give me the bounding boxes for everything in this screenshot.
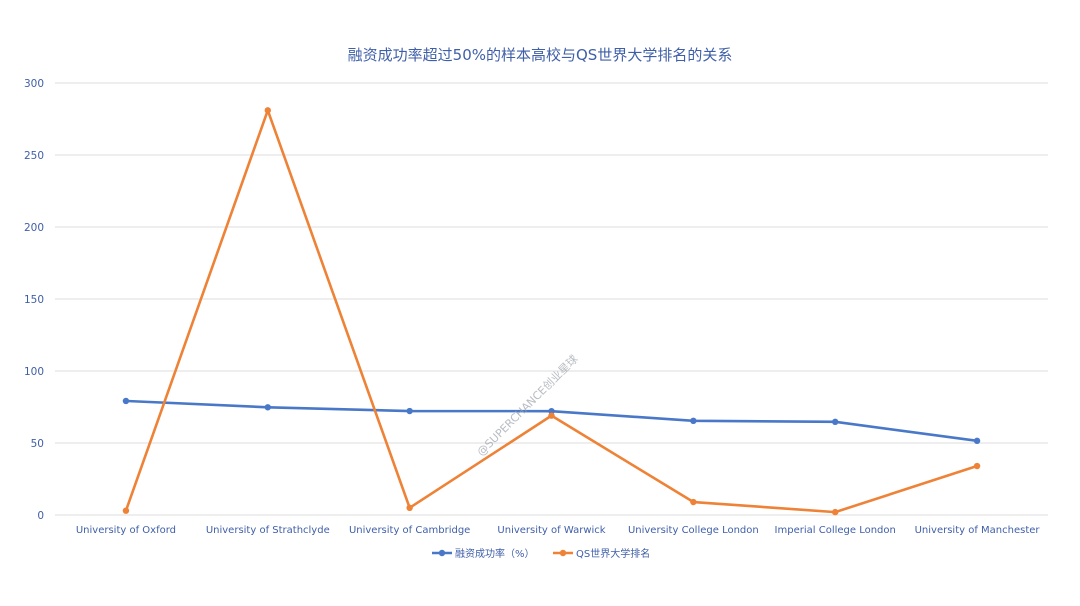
chart-title: 融资成功率超过50%的样本高校与QS世界大学排名的关系 (348, 46, 733, 64)
data-point[interactable] (406, 407, 413, 415)
y-tick-label: 300 (24, 78, 44, 90)
y-tick-label: 150 (24, 294, 44, 306)
data-point[interactable] (690, 498, 697, 506)
data-point[interactable] (832, 418, 839, 426)
data-point[interactable] (406, 504, 413, 511)
y-tick-label: 250 (24, 150, 44, 162)
x-tick-label: University of Warwick (497, 525, 605, 536)
legend: 融资成功率（%） QS世界大学排名 (432, 547, 650, 560)
series-2 (122, 107, 981, 516)
x-tick-label: University of Manchester (915, 525, 1041, 536)
data-point[interactable] (122, 507, 130, 514)
data-point[interactable] (264, 107, 271, 114)
data-point[interactable] (832, 508, 839, 516)
gridlines (55, 82, 1048, 516)
y-axis-tick-labels: 0 50 100 150 200 250 300 (24, 78, 44, 522)
x-axis-tick-labels: University of Oxford University of Strath… (76, 525, 1041, 536)
legend-item[interactable]: QS世界大学排名 (553, 547, 650, 560)
series-line (124, 399, 979, 443)
y-tick-label: 100 (24, 366, 44, 378)
series-line (124, 109, 979, 514)
x-tick-label: University of Oxford (76, 525, 176, 536)
legend-label: QS世界大学排名 (576, 547, 650, 560)
y-tick-label: 50 (31, 438, 44, 450)
data-point[interactable] (973, 462, 981, 470)
x-tick-label: University of Cambridge (349, 525, 470, 536)
x-tick-label: Imperial College London (775, 525, 896, 536)
data-point[interactable] (264, 404, 271, 411)
y-tick-label: 200 (24, 222, 44, 234)
data-point[interactable] (973, 437, 981, 445)
legend-label: 融资成功率（%） (455, 547, 535, 560)
legend-swatch-marker (438, 549, 446, 557)
legend-swatch-marker (559, 549, 567, 557)
data-point[interactable] (122, 397, 130, 405)
series-1 (122, 397, 981, 445)
x-tick-label: University College London (628, 525, 759, 536)
data-point[interactable] (690, 417, 697, 425)
data-point[interactable] (548, 412, 555, 419)
y-tick-label: 0 (37, 510, 44, 522)
legend-item[interactable]: 融资成功率（%） (432, 547, 535, 560)
x-tick-label: University of Strathclyde (206, 525, 330, 536)
series-lines (122, 107, 981, 516)
data-point[interactable] (548, 407, 555, 415)
